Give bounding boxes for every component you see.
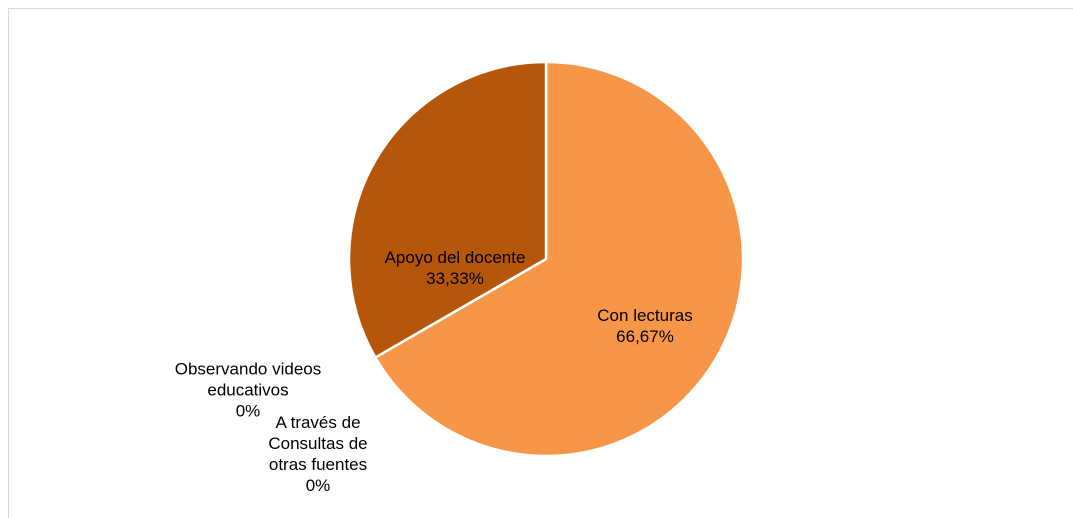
data-label: A través de Consultas de otras fuentes 0% (248, 412, 388, 496)
slice-name: Observando videos educativos (174, 359, 322, 400)
chart-border (8, 8, 1073, 518)
data-label: Observando videos educativos 0% (158, 359, 338, 422)
slice-name: Con lecturas (597, 306, 693, 325)
slice-value: 0% (305, 476, 331, 495)
data-label: Con lecturas 66,67% (545, 305, 745, 347)
pie-slice (373, 60, 745, 458)
pie-slice (347, 60, 548, 360)
data-label: Apoyo del docente 33,33% (355, 247, 555, 289)
slice-value: 0% (235, 401, 261, 421)
slice-name: Apoyo del docente (384, 248, 526, 267)
slice-name: A través de Consultas de otras fuentes (268, 413, 368, 474)
slice-value: 66,67% (616, 327, 674, 346)
slice-value: 33,33% (426, 269, 484, 288)
